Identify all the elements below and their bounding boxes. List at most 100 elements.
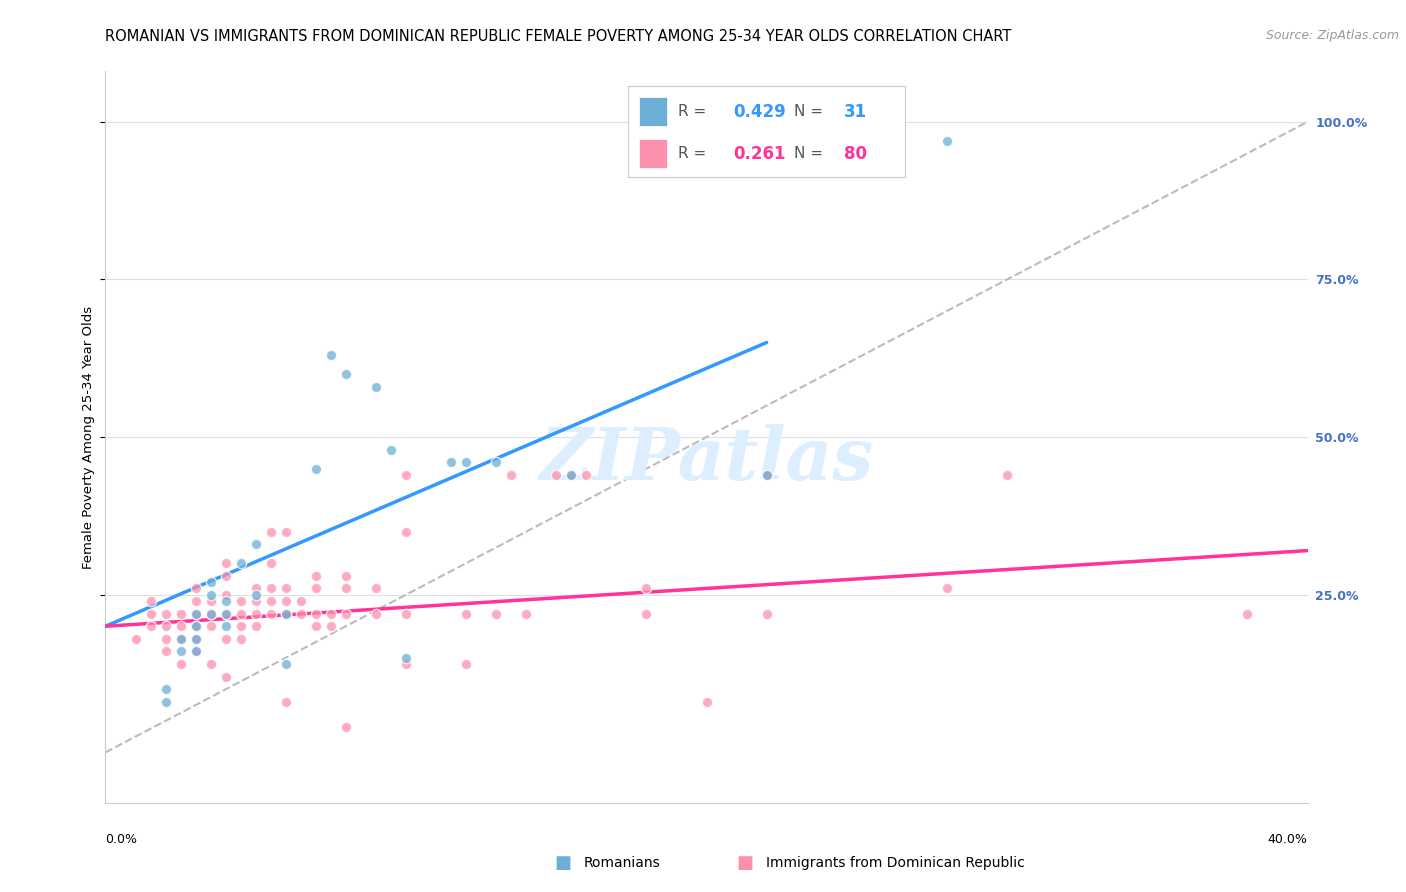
- Point: [335, 582, 357, 596]
- Point: [274, 594, 297, 608]
- Point: [229, 619, 252, 633]
- Point: [155, 644, 177, 658]
- Text: ZIPatlas: ZIPatlas: [540, 424, 873, 494]
- Text: 31: 31: [844, 103, 868, 120]
- Text: ■: ■: [737, 855, 754, 872]
- Point: [245, 594, 267, 608]
- Y-axis label: Female Poverty Among 25-34 Year Olds: Female Poverty Among 25-34 Year Olds: [82, 306, 96, 568]
- Point: [395, 650, 418, 665]
- Point: [440, 455, 463, 469]
- Bar: [640, 97, 666, 127]
- Point: [245, 607, 267, 621]
- Point: [515, 607, 537, 621]
- Point: [274, 695, 297, 709]
- Point: [155, 619, 177, 633]
- Point: [184, 619, 207, 633]
- Point: [139, 607, 162, 621]
- Point: [290, 594, 312, 608]
- Text: 40.0%: 40.0%: [1268, 833, 1308, 846]
- Point: [274, 607, 297, 621]
- Point: [229, 556, 252, 570]
- Point: [274, 607, 297, 621]
- Point: [200, 588, 222, 602]
- Text: 80: 80: [844, 145, 868, 162]
- Text: N =: N =: [794, 104, 828, 120]
- Point: [229, 607, 252, 621]
- Point: [696, 695, 718, 709]
- Point: [305, 582, 328, 596]
- Point: [364, 607, 387, 621]
- Point: [214, 588, 236, 602]
- Point: [155, 632, 177, 646]
- Point: [214, 594, 236, 608]
- Point: [214, 569, 236, 583]
- Point: [335, 569, 357, 583]
- Point: [395, 657, 418, 671]
- Text: 0.261: 0.261: [734, 145, 786, 162]
- Point: [229, 594, 252, 608]
- Point: [560, 467, 582, 482]
- Point: [245, 588, 267, 602]
- Point: [364, 582, 387, 596]
- Point: [155, 607, 177, 621]
- Point: [214, 607, 236, 621]
- Point: [456, 607, 478, 621]
- Point: [184, 582, 207, 596]
- Point: [169, 619, 191, 633]
- Point: [214, 619, 236, 633]
- Point: [169, 632, 191, 646]
- Point: [214, 670, 236, 684]
- Text: 0.429: 0.429: [734, 103, 786, 120]
- Point: [364, 379, 387, 393]
- Point: [214, 632, 236, 646]
- Point: [305, 607, 328, 621]
- Point: [395, 607, 418, 621]
- Point: [200, 619, 222, 633]
- Point: [260, 582, 283, 596]
- Point: [485, 455, 508, 469]
- Point: [305, 569, 328, 583]
- Point: [229, 632, 252, 646]
- Point: [936, 582, 959, 596]
- Point: [335, 720, 357, 734]
- Point: [995, 467, 1018, 482]
- Point: [395, 524, 418, 539]
- Point: [274, 524, 297, 539]
- Point: [184, 644, 207, 658]
- Point: [245, 582, 267, 596]
- Point: [200, 594, 222, 608]
- Point: [560, 467, 582, 482]
- Point: [755, 467, 778, 482]
- Point: [335, 367, 357, 381]
- Point: [260, 524, 283, 539]
- Text: R =: R =: [678, 146, 711, 161]
- Point: [380, 442, 402, 457]
- Point: [319, 619, 342, 633]
- Point: [200, 575, 222, 590]
- Point: [290, 607, 312, 621]
- Point: [755, 467, 778, 482]
- Text: Source: ZipAtlas.com: Source: ZipAtlas.com: [1265, 29, 1399, 42]
- Point: [274, 657, 297, 671]
- Text: 0.0%: 0.0%: [105, 833, 138, 846]
- Text: Romanians: Romanians: [583, 856, 661, 871]
- Point: [184, 632, 207, 646]
- Point: [636, 582, 658, 596]
- Point: [169, 657, 191, 671]
- Point: [319, 607, 342, 621]
- Text: ROMANIAN VS IMMIGRANTS FROM DOMINICAN REPUBLIC FEMALE POVERTY AMONG 25-34 YEAR O: ROMANIAN VS IMMIGRANTS FROM DOMINICAN RE…: [105, 29, 1012, 44]
- Point: [1236, 607, 1258, 621]
- Point: [184, 632, 207, 646]
- Point: [456, 455, 478, 469]
- Point: [936, 134, 959, 148]
- Point: [200, 607, 222, 621]
- Text: ■: ■: [554, 855, 571, 872]
- Point: [260, 594, 283, 608]
- Point: [395, 467, 418, 482]
- Point: [305, 461, 328, 475]
- Point: [260, 556, 283, 570]
- Point: [214, 607, 236, 621]
- Point: [184, 607, 207, 621]
- Point: [155, 682, 177, 697]
- Point: [305, 619, 328, 633]
